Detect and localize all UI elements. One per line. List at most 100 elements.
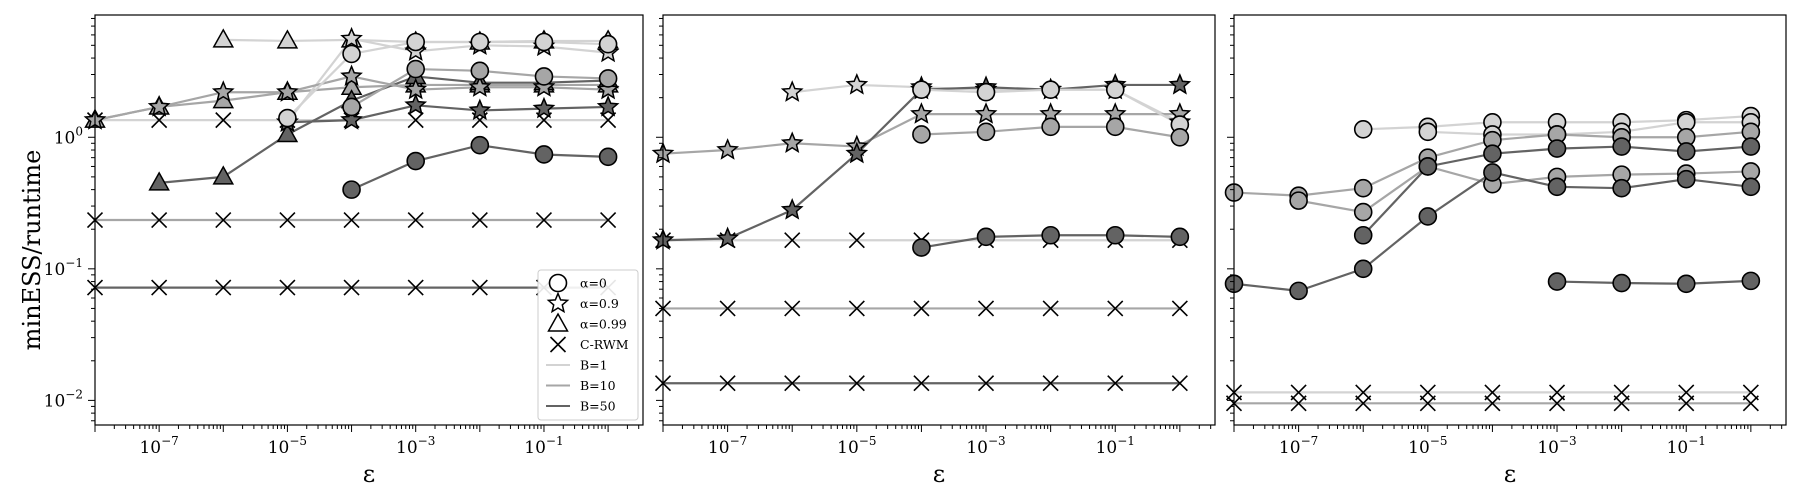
data-point-2-5-6 [974, 102, 998, 124]
legend-label-7: B=50 [580, 399, 616, 414]
data-point-2-3-2 [719, 375, 736, 392]
data-point-1-3-6 [407, 279, 424, 296]
data-point-2-9-9 [1170, 227, 1190, 247]
data-point-1-4-3 [212, 28, 235, 48]
data-point-1-11-9 [598, 69, 618, 88]
data-point-2-8-8 [1105, 117, 1125, 137]
data-point-2-8-6 [976, 122, 996, 142]
data-point-2-2-7 [1042, 300, 1059, 317]
data-point-2-7-6 [976, 82, 996, 102]
data-point-1-8-4 [276, 80, 299, 102]
data-point-3-8-2 [1289, 281, 1308, 301]
data-point-3-5-3 [1353, 178, 1373, 198]
data-point-1-10-4 [278, 108, 297, 128]
data-point-2-3-7 [1042, 375, 1059, 392]
series-line-3-9 [1557, 279, 1751, 285]
data-point-1-10-8 [534, 32, 554, 52]
x-tick-label: 10−1 [1096, 434, 1135, 458]
data-point-3-3-3 [1353, 119, 1373, 139]
data-point-1-2-9 [600, 211, 617, 229]
panel-1: 10−7 10−5 10−3 10−1 ε 10−2 10−1 100 [44, 14, 644, 488]
data-point-2-5-3 [780, 131, 804, 153]
data-point-1-10-7 [470, 32, 490, 52]
data-point-3-2-7 [1613, 395, 1630, 412]
data-point-1-4-4 [276, 29, 299, 49]
x-tick-label: 10−3 [396, 434, 435, 458]
data-point-1-2-2 [151, 211, 168, 229]
data-point-2-4-3 [780, 80, 804, 102]
data-point-2-7-5 [912, 80, 931, 99]
plot-frame-3 [1233, 14, 1787, 426]
data-point-1-1-3 [215, 112, 232, 129]
data-point-2-3-4 [848, 375, 865, 392]
series-line-1-7 [286, 37, 609, 123]
data-point-3-6-3 [1353, 202, 1373, 222]
data-point-1-6-2 [148, 171, 170, 191]
x-axis-label: ε [363, 460, 375, 488]
data-point-2-3-5 [913, 375, 930, 392]
data-point-2-8-7 [1041, 117, 1060, 137]
data-point-1-10-6 [406, 32, 425, 52]
legend-label-5: B=1 [580, 358, 608, 373]
data-point-3-7-3 [1353, 225, 1373, 245]
data-point-2-1-4 [848, 232, 865, 249]
data-point-2-2-9 [1171, 300, 1188, 317]
x-tick-label: 10−1 [524, 434, 563, 458]
data-point-2-6-4 [845, 141, 869, 164]
panel-3: 10−7 10−5 10−3 10−1 ε [1224, 14, 1787, 488]
data-point-2-5-2 [716, 138, 739, 160]
data-point-1-2-7 [471, 211, 488, 229]
data-point-3-6-9 [1741, 162, 1761, 181]
data-point-1-9-6 [404, 93, 428, 115]
data-point-2-8-9 [1170, 127, 1190, 147]
data-point-1-12-7 [470, 135, 490, 155]
data-point-1-6-3 [212, 165, 235, 185]
legend-label-2: α=0.9 [580, 296, 619, 311]
x-tick-label: 10−7 [139, 434, 178, 458]
x-tick-label: 10−5 [837, 434, 876, 458]
data-point-1-7-5 [340, 26, 363, 49]
data-point-1-8-8 [532, 75, 556, 97]
data-point-2-7-8 [1105, 80, 1125, 99]
data-point-3-2-8 [1678, 395, 1695, 412]
data-point-3-7-6 [1547, 139, 1567, 158]
data-point-3-4-4 [1418, 122, 1438, 142]
data-point-2-9-6 [976, 227, 996, 247]
data-point-1-8-2 [147, 94, 171, 117]
data-point-1-12-5 [342, 180, 361, 199]
data-point-2-9-8 [1105, 225, 1125, 245]
data-point-1-3-4 [279, 279, 296, 296]
data-point-1-3-3 [215, 279, 232, 296]
data-point-2-9-5 [912, 238, 931, 257]
data-point-2-5-5 [910, 102, 933, 124]
x-tick-label: 10−7 [1279, 434, 1318, 458]
data-point-3-2-9 [1742, 395, 1759, 412]
data-point-1-2-5 [343, 211, 360, 229]
data-point-1-11-5 [342, 97, 361, 117]
panel-2: 10−7 10−5 10−3 10−1 ε [651, 14, 1216, 488]
data-point-3-2-4 [1419, 395, 1436, 412]
legend-label-1: α=0 [580, 276, 607, 291]
data-point-1-2-8 [535, 211, 553, 229]
legend-marker-1 [548, 273, 568, 293]
data-point-3-2-3 [1355, 395, 1372, 412]
data-point-3-2-6 [1548, 395, 1566, 412]
data-point-3-8-9 [1741, 177, 1761, 197]
legend-label-4: C-RWM [580, 337, 629, 352]
x-tick-label: 10−7 [708, 434, 747, 458]
y-axis-label: minESS/runtime [18, 150, 46, 351]
data-point-1-9-5 [340, 108, 363, 130]
data-point-3-8-4 [1418, 207, 1438, 226]
data-point-1-8-5 [340, 64, 363, 87]
data-point-2-2-8 [1107, 300, 1124, 317]
series-line-1-10 [286, 40, 609, 119]
data-point-1-12-9 [598, 147, 618, 167]
data-point-1-3-7 [471, 279, 488, 296]
data-point-1-10-9 [598, 34, 618, 54]
data-point-1-2-4 [279, 211, 296, 229]
data-point-3-7-7 [1612, 137, 1631, 156]
data-point-3-6-2 [1289, 191, 1308, 210]
data-point-1-2-3 [215, 211, 232, 229]
x-axis-label: ε [1504, 460, 1516, 488]
x-tick-label: 10−3 [1537, 434, 1576, 458]
